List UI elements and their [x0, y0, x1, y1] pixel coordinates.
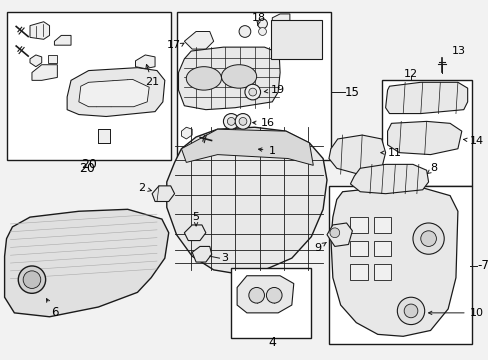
- Polygon shape: [135, 55, 155, 69]
- Text: 20: 20: [79, 162, 94, 175]
- Polygon shape: [184, 32, 213, 49]
- Circle shape: [420, 231, 435, 247]
- Circle shape: [244, 84, 260, 100]
- Polygon shape: [30, 55, 41, 67]
- Bar: [98, 129, 110, 143]
- Polygon shape: [326, 223, 352, 247]
- Polygon shape: [385, 82, 467, 113]
- Circle shape: [248, 88, 256, 96]
- Polygon shape: [178, 47, 280, 110]
- Text: 9: 9: [313, 242, 325, 253]
- Text: 4: 4: [268, 336, 276, 349]
- Circle shape: [266, 288, 282, 303]
- Text: 11: 11: [380, 148, 401, 158]
- Text: 19: 19: [264, 85, 284, 95]
- Bar: [271, 20, 322, 59]
- Polygon shape: [166, 127, 326, 274]
- Polygon shape: [181, 129, 313, 165]
- Text: 13: 13: [451, 46, 465, 56]
- Text: 8: 8: [427, 163, 437, 174]
- Bar: [350, 240, 367, 256]
- Bar: [350, 217, 367, 233]
- Bar: [176, 12, 330, 161]
- Text: 12: 12: [403, 69, 417, 80]
- Ellipse shape: [186, 67, 221, 90]
- Polygon shape: [79, 79, 149, 107]
- Polygon shape: [328, 135, 385, 174]
- Polygon shape: [67, 68, 164, 117]
- Polygon shape: [272, 14, 289, 24]
- Text: 5: 5: [192, 212, 199, 226]
- Bar: [373, 264, 391, 280]
- Text: 3: 3: [221, 253, 228, 263]
- Polygon shape: [4, 209, 168, 317]
- Circle shape: [397, 297, 424, 325]
- Circle shape: [329, 228, 339, 238]
- Bar: [328, 186, 470, 344]
- Polygon shape: [152, 186, 174, 202]
- Text: 14: 14: [463, 136, 483, 146]
- Polygon shape: [237, 276, 293, 313]
- Polygon shape: [192, 247, 211, 262]
- Circle shape: [18, 266, 45, 293]
- Bar: [373, 217, 391, 233]
- Text: 6: 6: [46, 299, 58, 319]
- Circle shape: [235, 113, 250, 129]
- Text: 18: 18: [252, 13, 266, 26]
- Ellipse shape: [221, 65, 256, 88]
- Polygon shape: [181, 127, 192, 139]
- Circle shape: [412, 223, 443, 254]
- Circle shape: [248, 288, 264, 303]
- Bar: [373, 240, 391, 256]
- Circle shape: [404, 304, 417, 318]
- Polygon shape: [387, 121, 461, 154]
- Circle shape: [227, 117, 235, 125]
- Text: 10: 10: [427, 308, 483, 318]
- Bar: [381, 80, 470, 186]
- Text: 16: 16: [252, 118, 274, 128]
- Bar: [47, 55, 57, 63]
- Circle shape: [239, 117, 246, 125]
- Polygon shape: [330, 188, 457, 336]
- Circle shape: [223, 113, 239, 129]
- Polygon shape: [350, 165, 427, 194]
- Text: 1: 1: [258, 146, 275, 156]
- Text: 17: 17: [166, 40, 180, 50]
- Circle shape: [258, 28, 266, 35]
- Text: 21: 21: [145, 64, 159, 87]
- Text: 2: 2: [138, 183, 151, 193]
- Polygon shape: [184, 225, 205, 240]
- Circle shape: [239, 26, 250, 37]
- Polygon shape: [32, 65, 57, 80]
- Bar: [6, 12, 170, 161]
- Bar: [231, 268, 311, 338]
- Polygon shape: [54, 35, 71, 45]
- Text: -7: -7: [476, 260, 488, 273]
- Circle shape: [257, 19, 267, 28]
- Text: 15: 15: [344, 86, 359, 99]
- Polygon shape: [30, 22, 49, 39]
- Text: 20: 20: [81, 158, 96, 171]
- Bar: [350, 264, 367, 280]
- Circle shape: [23, 271, 41, 288]
